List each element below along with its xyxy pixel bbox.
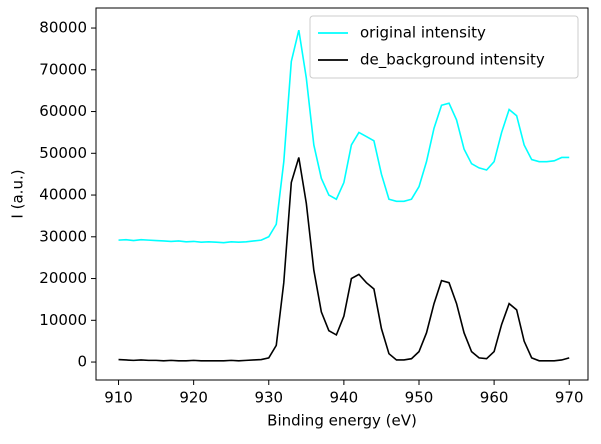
y-tick-label: 40000 <box>39 186 87 204</box>
y-tick-label: 50000 <box>39 144 87 162</box>
y-tick-label: 30000 <box>39 227 87 245</box>
x-tick-label: 950 <box>405 389 434 407</box>
x-tick-label: 920 <box>179 389 208 407</box>
legend-box <box>309 15 579 79</box>
x-tick-label: 930 <box>254 389 283 407</box>
x-tick-label: 940 <box>330 389 359 407</box>
data-line <box>118 29 570 244</box>
y-tick-label: 70000 <box>39 60 87 78</box>
y-axis-label: I (a.u.) <box>9 169 27 218</box>
x-tick-label: 960 <box>480 389 509 407</box>
x-axis-label: Binding energy (eV) <box>267 412 417 430</box>
legend-label: original intensity <box>360 24 486 42</box>
data-line <box>118 157 570 362</box>
x-tick-label: 970 <box>555 389 584 407</box>
y-tick-label: 80000 <box>39 19 87 37</box>
legend-label: de_background intensity <box>360 51 545 70</box>
y-tick-label: 60000 <box>39 102 87 120</box>
plot-frame <box>95 7 589 381</box>
y-tick-label: 20000 <box>39 269 87 287</box>
y-tick-label: 10000 <box>39 311 87 329</box>
x-tick-label: 910 <box>104 389 133 407</box>
y-tick-label: 0 <box>77 353 87 371</box>
